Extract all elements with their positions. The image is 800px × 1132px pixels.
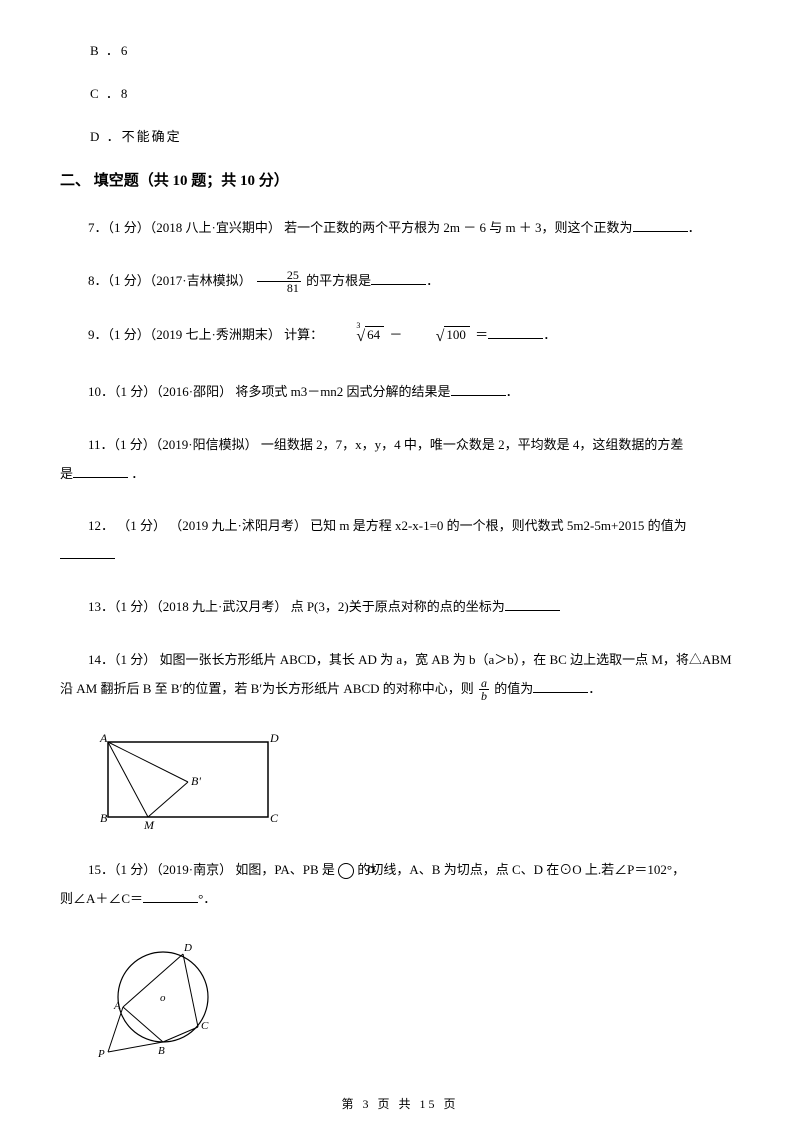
label-co: o [160, 992, 166, 1004]
option-d: D ．不能确定 [90, 126, 740, 145]
option-c: C ．8 [90, 83, 740, 102]
q9-blank [488, 326, 543, 339]
q9-prefix: 9．（1 分）（2019 七上·秀洲期末） 计算： [88, 327, 323, 342]
question-10: 10．（1 分）（2016·邵阳） 将多项式 m3－mn2 因式分解的结果是 ． [60, 378, 740, 407]
label-bp: B' [191, 774, 201, 788]
line-am [108, 742, 148, 817]
q15-blank [143, 890, 198, 903]
q9-radicand1: 64 [365, 326, 384, 342]
question-9: 9．（1 分）（2019 七上·秀洲期末） 计算： 3 √64 － √100 ＝… [60, 319, 740, 354]
label-cd: D [183, 942, 192, 954]
q14-fraction: a b [479, 677, 489, 702]
line-abp [108, 742, 188, 782]
q7-suffix: ． [688, 220, 701, 235]
section-header-text: 二、 填空题（共 10 题；共 10 分） [60, 173, 289, 189]
q10-blank [451, 383, 506, 396]
option-c-text: C ．8 [90, 86, 129, 101]
q14-line2: 沿 AM 翻折后 B 至 B′的位置，若 B′为长方形纸片 ABCD 的对称中心… [60, 675, 740, 704]
label-c: C [270, 811, 279, 825]
q10-suffix: ． [506, 384, 519, 399]
q7-blank [633, 219, 688, 232]
q10-prefix: 10．（1 分）（2016·邵阳） 将多项式 m3－mn2 因式分解的结果是 [88, 384, 451, 399]
question-8: 8．（1 分）（2017·吉林模拟） 25 81 的平方根是 ． [60, 267, 740, 296]
q13-prefix: 13．（1 分）（2018 九上·武汉月考） 点 P(3，2)关于原点对称的点的… [88, 599, 505, 614]
q8-frac-den: 81 [257, 282, 301, 294]
rect-svg: A B C D B' M [88, 727, 288, 832]
q9-sqrt: √100 [408, 319, 470, 354]
question-14: 14．（1 分） 如图一张长方形纸片 ABCD，其长 AD 为 a，宽 AB 为… [60, 646, 740, 703]
q15-line2-prefix: 则∠A＋∠C＝ [60, 891, 143, 906]
option-d-text: D ．不能确定 [90, 129, 182, 144]
line-pb [108, 1042, 163, 1052]
q11-suffix: ． [128, 466, 144, 481]
q7-text: 7．（1 分）（2018 八上·宜兴期中） 若一个正数的两个平方根为 2m － … [88, 220, 633, 235]
question-15: 15．（1 分）（2019·南京） 如图，PA、PB 是 O 的切线，A、B 为… [60, 856, 740, 913]
q12-blank [60, 546, 115, 559]
q14-frac-den: b [479, 690, 489, 702]
label-cb: B [158, 1045, 165, 1057]
label-d: D [269, 731, 279, 745]
diagram-rectangle: A B C D B' M [88, 727, 740, 836]
line-pa [108, 1007, 123, 1052]
line-bc [163, 1027, 198, 1042]
rect-outline [108, 742, 268, 817]
line-mbp [148, 782, 188, 817]
q9-cube-idx: 3 [328, 317, 360, 335]
footer-text: 第 3 页 共 15 页 [341, 1097, 458, 1111]
label-cc: C [201, 1020, 209, 1032]
q9-radicand2: 100 [444, 326, 470, 342]
q14-line1: 14．（1 分） 如图一张长方形纸片 ABCD，其长 AD 为 a，宽 AB 为… [60, 646, 740, 675]
q8-fraction: 25 81 [257, 269, 301, 294]
q15-line2: 则∠A＋∠C＝ °． [60, 885, 740, 914]
label-ca: A [113, 1000, 121, 1012]
q14-line2-prefix: 沿 AM 翻折后 B 至 B′的位置，若 B′为长方形纸片 ABCD 的对称中心… [60, 681, 477, 696]
q13-blank [505, 598, 560, 611]
q15-line1: 15．（1 分）（2019·南京） 如图，PA、PB 是 O 的切线，A、B 为… [60, 856, 740, 885]
question-13: 13．（1 分）（2018 九上·武汉月考） 点 P(3，2)关于原点对称的点的… [60, 593, 740, 622]
section-header: 二、 填空题（共 10 题；共 10 分） [60, 169, 740, 190]
option-b-text: B ．6 [90, 43, 129, 58]
q9-cbrt: 3 √64 [328, 319, 384, 354]
q11-blank [73, 465, 128, 478]
q8-suffix: ． [426, 273, 439, 288]
line-ad [123, 954, 183, 1007]
question-11: 11．（1 分）（2019·阳信模拟） 一组数据 2，7，x，y，4 中，唯一众… [60, 431, 740, 488]
q14-suffix: ． [588, 681, 601, 696]
q9-minus: － [389, 327, 405, 342]
q12-line1: 12． （1 分） （2019 九上·沭阳月考） 已知 m 是方程 x2-x-1… [60, 512, 740, 541]
q15-suffix: °． [198, 891, 216, 906]
circle-o-icon: O [338, 863, 354, 879]
q9-eq: ＝ [475, 327, 488, 342]
q11-line1: 11．（1 分）（2019·阳信模拟） 一组数据 2，7，x，y，4 中，唯一众… [60, 431, 740, 460]
label-a: A [99, 731, 108, 745]
page-footer: 第 3 页 共 15 页 [0, 1095, 800, 1112]
option-b: B ．6 [90, 40, 740, 59]
q11-line2-prefix: 是 [60, 466, 73, 481]
label-m: M [143, 818, 155, 832]
q8-mid: 的平方根是 [306, 273, 371, 288]
question-7: 7．（1 分）（2018 八上·宜兴期中） 若一个正数的两个平方根为 2m － … [60, 214, 740, 243]
label-cp: P [97, 1048, 105, 1060]
q14-line2-mid: 的值为 [494, 681, 533, 696]
circle-svg: A B C D P o [88, 937, 238, 1067]
q11-line2: 是 ． [60, 460, 740, 489]
line-dc [183, 954, 198, 1027]
q8-blank [371, 272, 426, 285]
q9-suffix: ． [543, 327, 556, 342]
question-12: 12． （1 分） （2019 九上·沭阳月考） 已知 m 是方程 x2-x-1… [60, 512, 740, 569]
q15-line1-suffix: 的切线，A、B 为切点，点 C、D 在⊙O 上.若∠P＝102°， [354, 862, 685, 877]
q14-blank [533, 680, 588, 693]
q8-prefix: 8．（1 分）（2017·吉林模拟） [88, 273, 252, 288]
diagram-circle: A B C D P o [88, 937, 740, 1071]
q15-line1-prefix: 15．（1 分）（2019·南京） 如图，PA、PB 是 [88, 862, 338, 877]
label-b: B [100, 811, 108, 825]
q12-line2 [60, 541, 740, 570]
